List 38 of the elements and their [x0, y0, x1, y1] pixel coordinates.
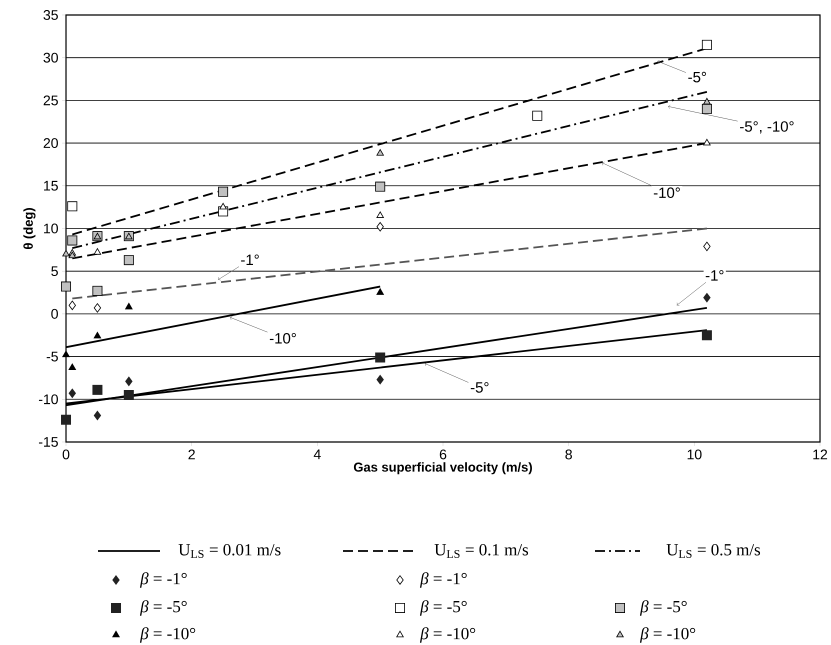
y-tick-label: 35	[44, 10, 58, 20]
y-tick-label: 20	[44, 138, 58, 148]
x-tick-label: 12	[813, 449, 828, 460]
legend-label: β = -5°	[640, 600, 687, 616]
x-tick-label: 4	[314, 450, 321, 460]
legend-label: β = -5°	[420, 600, 467, 616]
y-tick-label: 25	[44, 95, 58, 106]
x-tick-label: 6	[440, 449, 446, 460]
y-tick-label: -15	[38, 437, 58, 447]
y-tick-label: -10	[38, 394, 58, 404]
y-tick-label: 10	[44, 224, 58, 234]
legend-label: β = -1°	[140, 572, 187, 588]
y-tick-label: 15	[44, 180, 58, 191]
legend-label: β = -5°	[140, 600, 187, 616]
annotation: -1°	[706, 270, 724, 281]
legend-label: U$_{LS}$ = 0.5 m/s	[666, 544, 760, 558]
legend-label: β = -10°	[420, 627, 476, 643]
x-tick-label: 10	[688, 449, 702, 460]
x-tick-label: 0	[62, 449, 70, 460]
x-axis-title: Gas superficial velocity (m/s)	[354, 462, 532, 474]
legend-label: U$_{LS}$ = 0.01 m/s	[178, 544, 281, 558]
y-axis-title: θ (deg)	[23, 208, 36, 250]
legend-label: β = -10°	[140, 627, 196, 643]
y-tick-label: -5	[46, 352, 58, 362]
legend-label: β = -1°	[420, 572, 467, 588]
annotation: -10°	[654, 187, 680, 198]
annotation: -5°, -10°	[740, 121, 794, 134]
annotation: -1°	[241, 254, 259, 265]
annotation: -5°	[470, 382, 489, 393]
y-tick-label: 5	[51, 266, 58, 276]
y-tick-label: 30	[44, 52, 58, 63]
annotation: -10°	[270, 333, 296, 344]
legend-label: U$_{LS}$ = 0.1 m/s	[434, 544, 528, 558]
x-tick-label: 2	[188, 449, 195, 460]
x-tick-label: 8	[565, 449, 572, 460]
y-tick-label: 0	[51, 308, 58, 319]
annotation: -5°	[688, 72, 706, 82]
legend-label: β = -10°	[640, 627, 696, 643]
